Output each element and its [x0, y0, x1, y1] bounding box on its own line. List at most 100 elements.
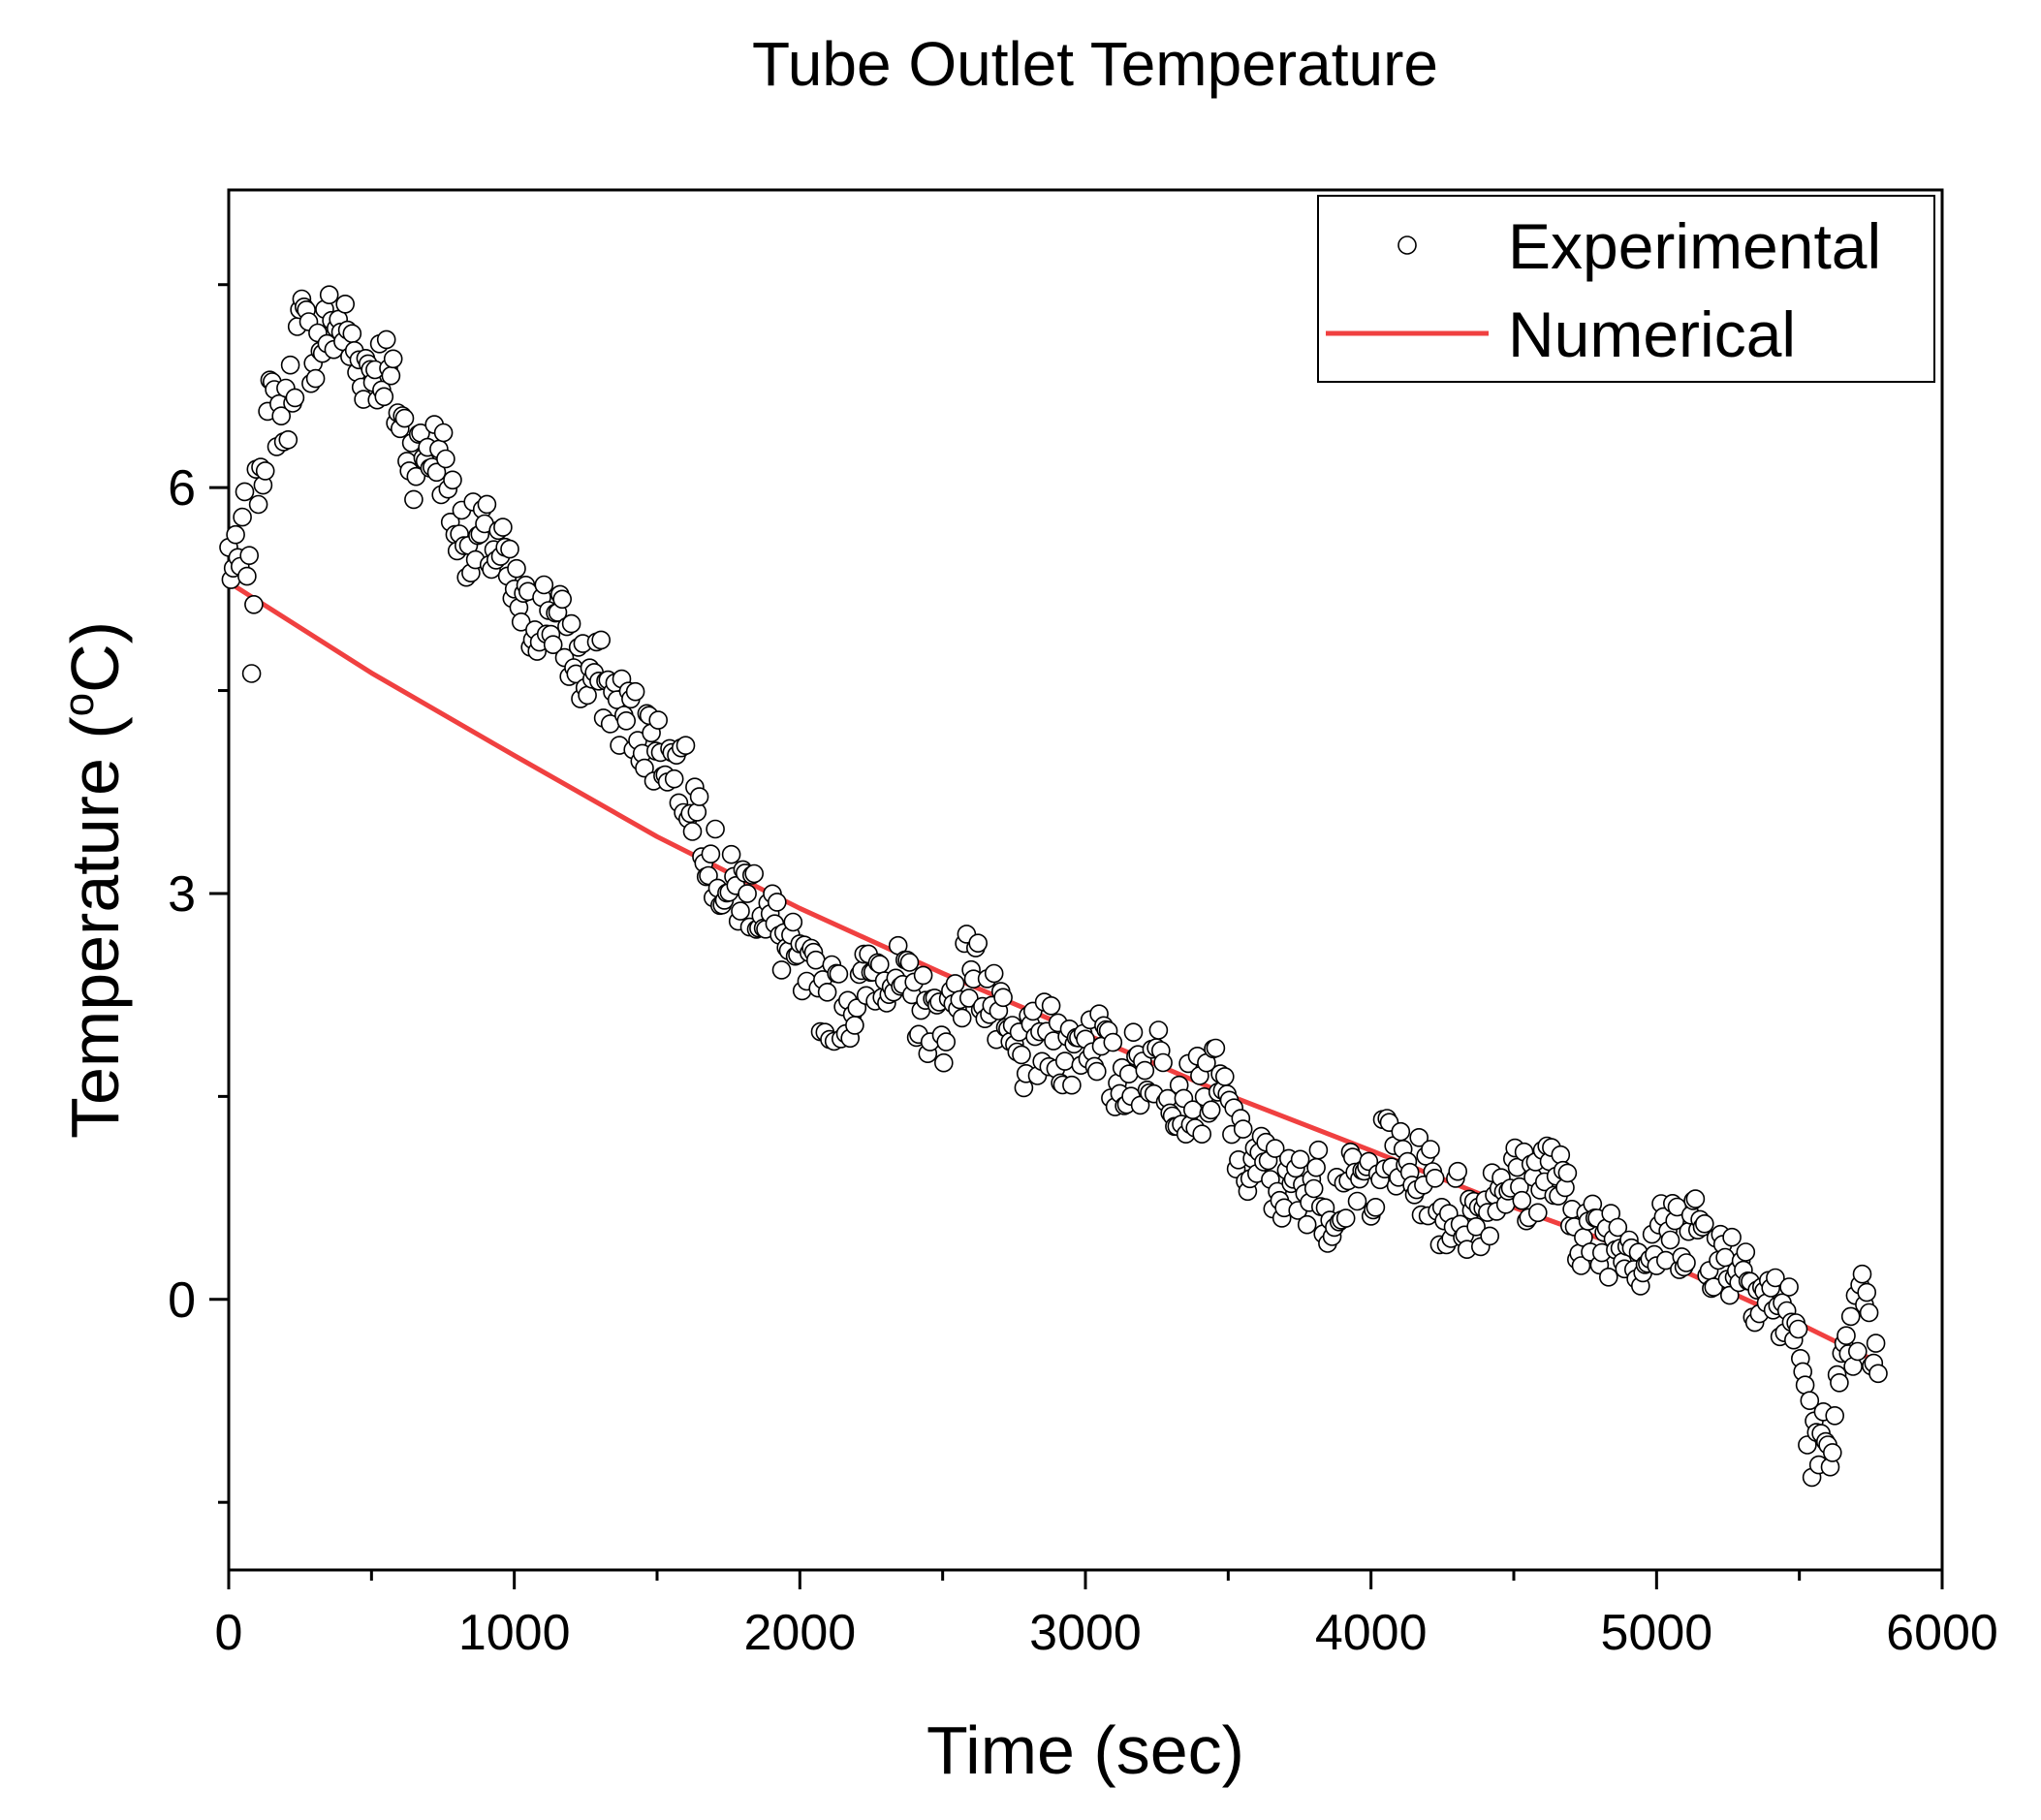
experimental-point: [1466, 1217, 1486, 1237]
experimental-point: [1297, 1214, 1317, 1235]
experimental-point: [394, 408, 415, 428]
y-axis-label: Temperature (oC): [55, 621, 133, 1139]
experimental-point: [426, 462, 447, 483]
experimental-point: [1823, 1443, 1842, 1462]
experimental-point: [1055, 1051, 1075, 1071]
experimental-point: [500, 539, 519, 559]
experimental-point: [534, 575, 554, 595]
experimental-point: [1779, 1277, 1799, 1297]
experimental-point: [689, 787, 709, 806]
experimental-point: [1201, 1100, 1221, 1120]
experimental-point: [305, 368, 326, 389]
experimental-point: [1837, 1326, 1856, 1345]
x-tick-label: 3000: [1029, 1605, 1142, 1661]
experimental-point: [1512, 1190, 1532, 1210]
experimental-point: [1599, 1268, 1618, 1287]
experimental-point: [1135, 1060, 1155, 1081]
experimental-point: [993, 988, 1013, 1008]
experimental-point: [933, 1052, 954, 1073]
y-tick-label: 0: [168, 1272, 196, 1329]
legend-experimental-label: Experimental: [1508, 210, 1881, 282]
experimental-point: [1528, 1203, 1548, 1223]
legend-numerical-label: Numerical: [1508, 298, 1796, 370]
experimental-point: [1720, 1285, 1740, 1305]
experimental-point: [433, 423, 454, 443]
experimental-point: [648, 710, 669, 730]
experimental-point: [381, 365, 401, 386]
experimental-point: [383, 349, 403, 369]
experimental-point: [1848, 1341, 1868, 1362]
x-tick-label: 0: [215, 1605, 243, 1661]
x-tick-label: 2000: [743, 1605, 856, 1661]
experimental-point: [280, 355, 300, 375]
experimental-point: [235, 482, 255, 502]
experimental-point: [936, 1032, 957, 1051]
experimental-point: [1123, 1022, 1144, 1042]
x-axis-label: Time (sec): [926, 1712, 1244, 1788]
experimental-point: [1215, 1067, 1235, 1086]
experimental-point: [1335, 1208, 1356, 1228]
experimental-point: [805, 950, 826, 970]
experimental-point: [664, 769, 684, 789]
experimental-point: [1840, 1306, 1861, 1327]
experimental-point: [1306, 1157, 1326, 1177]
experimental-point: [767, 893, 787, 912]
plot-frame: [227, 188, 1944, 1572]
experimental-point: [404, 489, 424, 510]
axis-ticks: [209, 283, 1944, 1589]
experimental-point: [1347, 1191, 1367, 1211]
axis-tick-labels: 0 1000 2000 3000 4000 5000 6000 0 3 6: [168, 460, 1998, 1661]
experimental-point: [771, 960, 792, 980]
experimental-point: [984, 963, 1004, 984]
legend-experimental-marker: [1397, 235, 1417, 255]
x-tick-label: 1000: [458, 1605, 571, 1661]
experimental-point: [1012, 1045, 1031, 1065]
x-tick-label: 5000: [1600, 1605, 1712, 1661]
experimental-point: [578, 685, 597, 706]
experimental-point: [675, 736, 696, 756]
experimental-point: [1290, 1149, 1310, 1170]
experimental-point: [913, 965, 933, 986]
experimental-point: [1366, 1198, 1386, 1217]
experimental-point: [1062, 1075, 1082, 1095]
experimental-point: [1857, 1282, 1876, 1302]
experimental-point: [248, 494, 268, 515]
experimental-point: [701, 844, 721, 864]
experimental-point: [1722, 1227, 1742, 1247]
experimental-point: [1830, 1373, 1849, 1393]
experimental-point: [1825, 1406, 1844, 1426]
y-axis-label-main: Temperature (: [57, 716, 133, 1139]
experimental-point: [958, 988, 979, 1008]
experimental-point: [1265, 1139, 1285, 1158]
experimental-point: [1087, 1061, 1107, 1082]
experimental-point: [477, 494, 497, 515]
experimental-point: [1480, 1226, 1499, 1246]
experimental-point: [1425, 1169, 1445, 1188]
experimental-point: [625, 681, 645, 702]
experimental-point: [285, 388, 305, 408]
experimental-point: [1103, 1032, 1123, 1052]
x-tick-label: 6000: [1886, 1605, 1998, 1661]
experimental-point: [1736, 1242, 1756, 1262]
experimental-point: [507, 558, 526, 579]
experimental-point: [335, 294, 356, 314]
experimental-point: [635, 758, 654, 778]
experimental-point: [436, 449, 455, 469]
experimental-point: [783, 912, 803, 932]
experimental-point: [968, 933, 989, 954]
experimental-point: [1233, 1119, 1253, 1139]
experimental-point: [1551, 1145, 1571, 1165]
experimental-point: [376, 329, 396, 350]
experimental-point: [817, 982, 837, 1002]
experimental-point: [1391, 1121, 1411, 1142]
experimental-point: [552, 589, 573, 610]
experimental-point: [1041, 996, 1061, 1016]
experimental-point: [1119, 1064, 1139, 1083]
experimental-point: [738, 884, 757, 903]
y-axis-label-degree: o: [55, 693, 103, 716]
experimental-point: [1800, 1391, 1820, 1410]
experimental-point: [1788, 1319, 1808, 1339]
experimental-point: [591, 630, 612, 650]
experimental-point: [271, 406, 292, 426]
